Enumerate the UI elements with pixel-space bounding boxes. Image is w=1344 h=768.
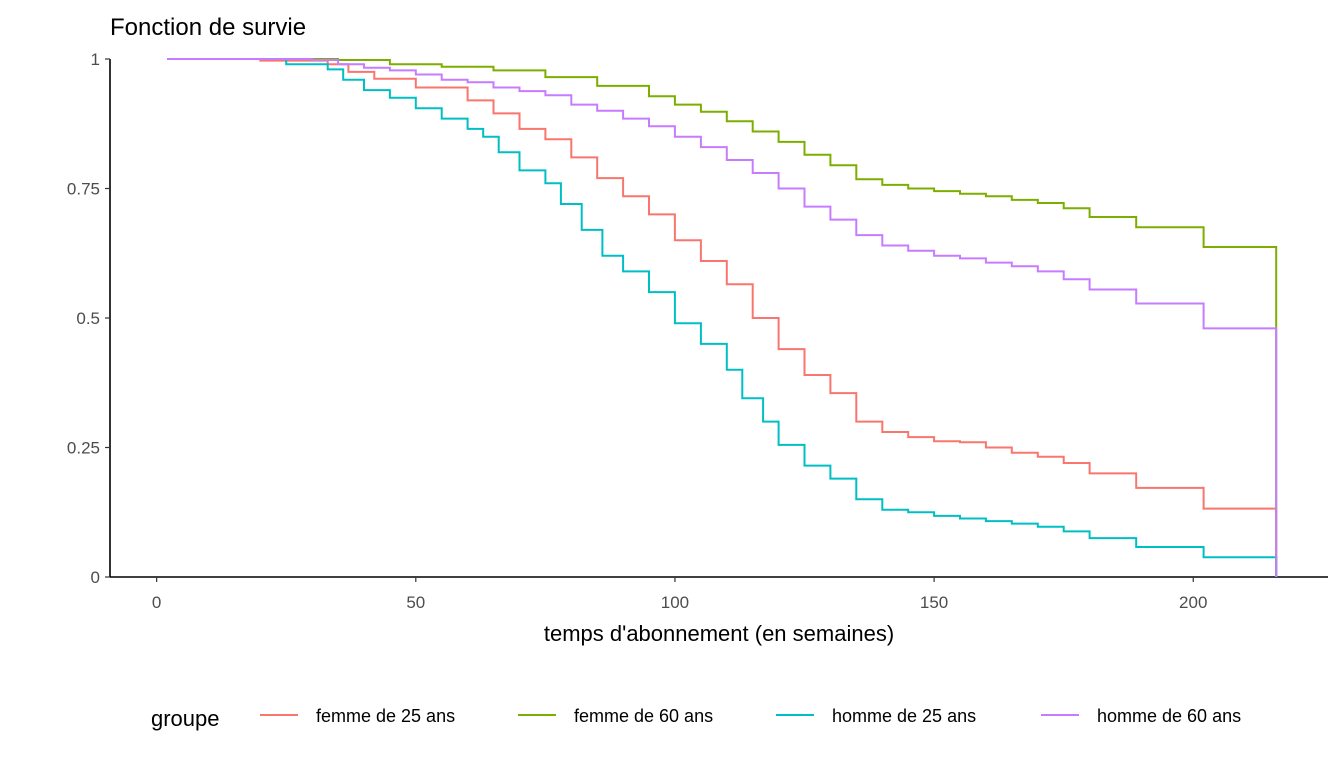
- chart-title: Fonction de survie: [110, 14, 306, 41]
- x-tick-label: 200: [1179, 593, 1207, 612]
- legend-label: femme de 60 ans: [574, 706, 713, 726]
- survival-curves: [167, 58, 1278, 577]
- y-tick-label: 0.75: [67, 180, 100, 199]
- y-tick-label: 0: [91, 568, 100, 587]
- y-tick-label: 1: [91, 50, 100, 69]
- y-axis: 0 0.25 0.5 0.75 1: [67, 50, 111, 587]
- series-line-homme-de-60-ans: [167, 58, 1278, 577]
- x-tick-label: 0: [152, 593, 161, 612]
- x-tick-label: 100: [661, 593, 689, 612]
- legend-label: homme de 25 ans: [832, 706, 976, 726]
- legend: groupe femme de 25 ans femme de 60 ans hom…: [151, 706, 1241, 731]
- y-tick-label: 0.25: [67, 439, 100, 458]
- legend-title: groupe: [151, 706, 220, 731]
- series-line-homme-de-25-ans: [167, 58, 1278, 577]
- x-axis: 0 50 100 150 200: [110, 576, 1328, 612]
- x-tick-label: 150: [920, 593, 948, 612]
- series-line-femme-de-60-ans: [167, 58, 1278, 577]
- legend-label: femme de 25 ans: [316, 706, 455, 726]
- y-tick-label: 0.5: [76, 309, 100, 328]
- series-line-femme-de-25-ans: [167, 58, 1278, 577]
- x-axis-title: temps d'abonnement (en semaines): [544, 621, 894, 646]
- legend-label: homme de 60 ans: [1097, 706, 1241, 726]
- x-tick-label: 50: [406, 593, 425, 612]
